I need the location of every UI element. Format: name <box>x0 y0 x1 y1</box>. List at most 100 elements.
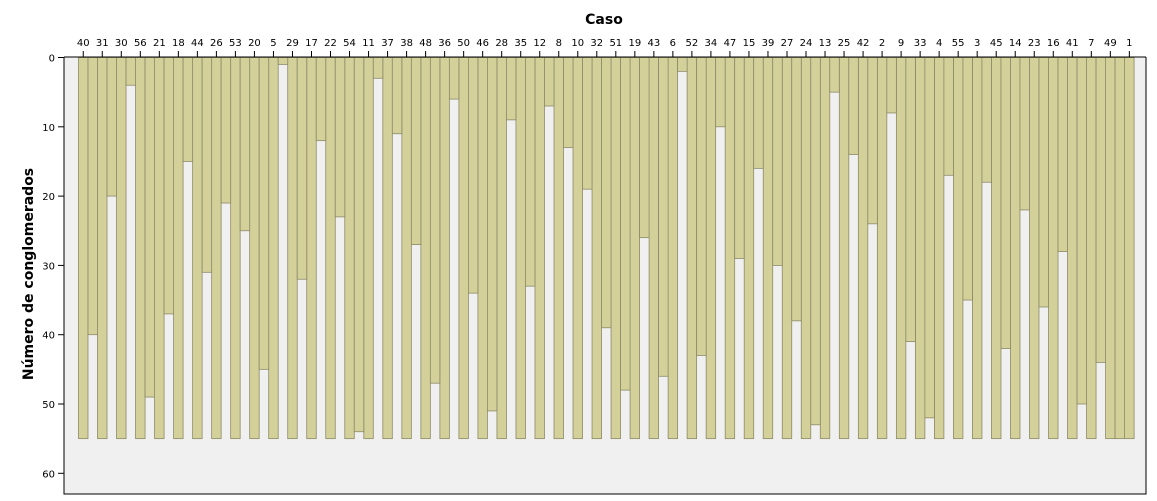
case-column-10 <box>572 57 583 440</box>
case-column-24 <box>800 57 812 440</box>
case-column-14 <box>1010 57 1021 440</box>
join-bar-49-1 <box>1114 57 1125 440</box>
case-column-12 <box>534 57 545 440</box>
case-column-47 <box>724 57 736 440</box>
case-column-48 <box>420 57 431 440</box>
join-bar-46-28 <box>487 57 498 412</box>
x-tick-label: 19 <box>628 38 641 49</box>
join-bar-17-22 <box>315 57 327 142</box>
x-tick-label: 20 <box>248 38 261 49</box>
join-bar-31-30 <box>106 57 117 197</box>
x-tick-label: 18 <box>172 38 185 49</box>
x-tick-label: 9 <box>898 38 904 49</box>
x-tick-label: 7 <box>1088 38 1094 49</box>
case-column-31 <box>97 57 108 440</box>
case-column-49 <box>1105 57 1116 440</box>
x-tick-label: 3 <box>974 38 980 49</box>
join-bar-28-35 <box>506 57 517 121</box>
join-bar-27-24 <box>791 57 802 322</box>
case-column-7 <box>1086 57 1097 440</box>
case-column-6 <box>667 57 679 440</box>
x-tick-label: 23 <box>1028 38 1041 49</box>
case-column-39 <box>762 57 774 440</box>
case-column-20 <box>249 57 260 440</box>
join-bar-56-21 <box>144 57 155 398</box>
y-tick-label: 30 <box>42 261 55 272</box>
x-tick-label: 12 <box>533 38 546 49</box>
x-tick-label: 8 <box>556 38 562 49</box>
x-tick-label: 38 <box>400 38 413 49</box>
case-column-18 <box>173 57 184 440</box>
case-column-15 <box>743 57 755 440</box>
case-column-45 <box>991 57 1002 440</box>
x-tick-label: 47 <box>724 38 737 49</box>
x-tick-label: 49 <box>1104 38 1117 49</box>
join-bar-7-49 <box>1095 57 1106 363</box>
y-tick-label: 0 <box>49 54 55 65</box>
case-column-29 <box>287 57 298 440</box>
case-column-40 <box>78 57 89 440</box>
x-tick-label: 15 <box>743 38 756 49</box>
x-tick-label: 16 <box>1047 38 1060 49</box>
case-column-32 <box>591 57 602 440</box>
case-column-55 <box>953 57 964 440</box>
x-tick-label: 41 <box>1066 38 1079 49</box>
case-column-16 <box>1048 57 1059 440</box>
join-bar-39-27 <box>772 57 783 266</box>
case-column-23 <box>1029 57 1040 440</box>
join-bar-3-45 <box>981 57 992 183</box>
case-column-36 <box>439 57 450 440</box>
x-tick-label: 5 <box>270 38 276 49</box>
join-bar-4-55 <box>943 57 954 176</box>
join-bar-52-34 <box>696 57 707 356</box>
join-bar-51-19 <box>620 57 631 391</box>
y-tick-label: 60 <box>42 469 55 480</box>
join-bar-48-36 <box>429 57 441 384</box>
case-column-34 <box>705 57 717 440</box>
case-column-52 <box>686 57 698 440</box>
x-tick-label: 31 <box>96 38 109 49</box>
join-bar-15-39 <box>753 57 764 169</box>
x-tick-label: 35 <box>514 38 527 49</box>
case-column-21 <box>154 57 165 440</box>
join-bar-32-51 <box>601 57 612 329</box>
case-column-11 <box>363 57 374 440</box>
join-bar-47-15 <box>734 57 745 259</box>
x-tick-label: 33 <box>914 38 927 49</box>
x-tick-label: 39 <box>762 38 775 49</box>
case-column-38 <box>401 57 412 440</box>
x-tick-label: 42 <box>857 38 870 49</box>
case-column-53 <box>230 57 241 440</box>
case-column-37 <box>382 57 393 440</box>
y-tick-label: 50 <box>42 400 55 411</box>
x-tick-label: 54 <box>343 38 356 49</box>
y-tick-label: 40 <box>42 331 55 342</box>
x-tick-label: 45 <box>990 38 1003 49</box>
join-bar-25-42 <box>848 57 859 155</box>
x-tick-label: 24 <box>800 38 813 49</box>
join-bar-36-50 <box>448 57 460 100</box>
x-tick-label: 14 <box>1009 38 1022 49</box>
case-column-30 <box>116 57 127 440</box>
join-bar-33-4 <box>924 57 935 419</box>
x-tick-label: 13 <box>819 38 832 49</box>
case-column-54 <box>344 57 355 440</box>
y-tick-label: 20 <box>42 192 55 203</box>
join-bar-29-17 <box>296 57 308 280</box>
x-tick-label: 11 <box>362 38 375 49</box>
x-tick-label: 17 <box>305 38 318 49</box>
case-column-27 <box>781 57 793 440</box>
x-tick-label: 2 <box>879 38 885 49</box>
x-tick-label: 51 <box>609 38 622 49</box>
join-bar-19-43 <box>639 57 650 239</box>
join-bar-40-31 <box>87 57 98 336</box>
x-tick-label: 36 <box>438 38 451 49</box>
x-tick-label: 43 <box>647 38 660 49</box>
case-column-1 <box>1124 57 1135 440</box>
join-bar-12-8 <box>544 57 555 107</box>
case-column-56 <box>135 57 146 440</box>
case-column-8 <box>553 57 564 440</box>
join-bar-21-18 <box>163 57 175 315</box>
x-tick-label: 25 <box>838 38 851 49</box>
